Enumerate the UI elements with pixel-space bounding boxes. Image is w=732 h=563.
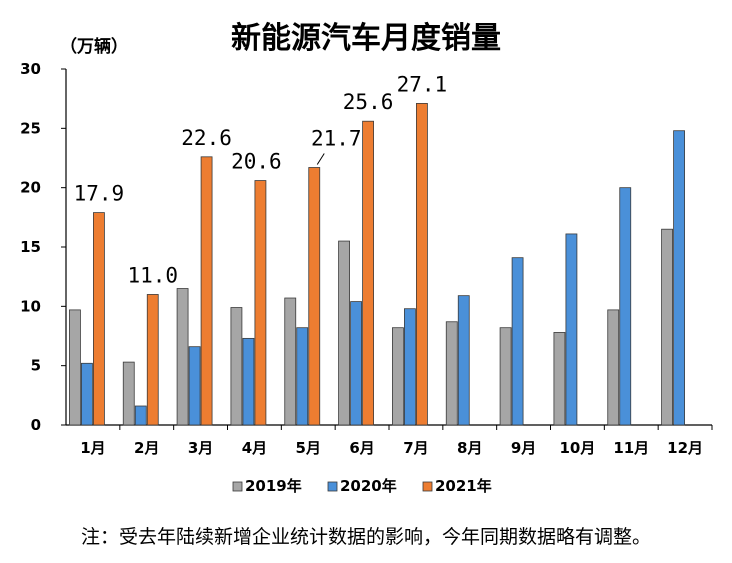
bar-2019年-2月 <box>122 361 135 426</box>
x-tick-label: 9月 <box>511 439 536 457</box>
y-tick-label: 20 <box>20 179 41 197</box>
bar-2019年-11月 <box>607 309 620 426</box>
x-tick-label: 2月 <box>134 439 159 457</box>
data-label: 22.6 <box>181 126 232 150</box>
bar-2019年-10月 <box>553 332 566 426</box>
y-tick-label: 5 <box>31 357 41 375</box>
bar-2020年-8月 <box>457 295 470 426</box>
data-label: 11.0 <box>127 263 178 287</box>
x-tick-label: 11月 <box>613 439 649 457</box>
data-label: 17.9 <box>74 182 125 206</box>
x-tick-label: 7月 <box>403 439 428 457</box>
bar-2021年-1月 <box>93 212 105 426</box>
y-tick-label: 15 <box>20 238 41 256</box>
y-tick-label: 25 <box>20 119 41 137</box>
legend-label: 2020年 <box>340 477 397 495</box>
x-tick-label: 6月 <box>349 439 374 457</box>
legend-label: 2019年 <box>245 477 302 495</box>
bar-2019年-8月 <box>445 321 458 426</box>
footnote: 注：受去年陆续新增企业统计数据的影响，今年同期数据略有调整。 <box>81 526 651 548</box>
y-tick-label: 10 <box>20 297 41 315</box>
bar-2019年-4月 <box>230 307 243 426</box>
x-tick-label: 10月 <box>559 439 595 457</box>
bar-2019年-7月 <box>392 327 404 426</box>
bar-2021年-5月 <box>308 167 321 426</box>
x-tick-label: 12月 <box>667 439 703 457</box>
bar-2019年-1月 <box>69 309 81 426</box>
data-label: 25.6 <box>343 90 394 114</box>
data-label: 27.1 <box>397 72 448 96</box>
legend: 2019年 2020年 2021年 <box>232 477 492 495</box>
bar-2020年-3月 <box>188 346 201 426</box>
bar-2020年-10月 <box>565 233 578 426</box>
bar-2021年-3月 <box>200 156 213 426</box>
chart-title: 新能源汽车月度销量 <box>231 21 501 56</box>
bar-2020年-9月 <box>511 257 524 426</box>
x-tick-label: 3月 <box>188 439 213 457</box>
bar-2019年-6月 <box>338 240 350 426</box>
bar-2020年-7月 <box>404 308 416 426</box>
leader-line <box>316 153 325 165</box>
data-labels-group: 17.9 11.0 22.620.6 21.7 25.627.1 <box>74 72 448 287</box>
bars-group <box>69 103 685 426</box>
data-label: 20.6 <box>231 150 282 174</box>
axes: 0 5 10 15 20 25 30 1月 2月 3月 4月 5月 6月 7月 8月 9月 10月 11月 12月 <box>20 60 713 457</box>
x-tick-label: 4月 <box>242 439 267 457</box>
bar-2020年-1月 <box>81 362 93 426</box>
unit-label: （万辆） <box>60 36 128 57</box>
bar-2020年-2月 <box>134 405 147 426</box>
x-tick-label: 1月 <box>80 439 105 457</box>
bar-2021年-7月 <box>416 103 428 426</box>
x-tick-label: 5月 <box>296 439 321 457</box>
bar-2021年-4月 <box>254 180 267 426</box>
data-label: 21.7 <box>311 126 362 150</box>
legend-swatch <box>232 481 243 492</box>
bar-2020年-6月 <box>350 301 362 426</box>
y-tick-label: 30 <box>20 60 41 78</box>
bar-2020年-5月 <box>296 327 309 426</box>
bar-2019年-3月 <box>176 288 189 426</box>
bar-2021年-6月 <box>362 120 374 426</box>
x-tick-label: 8月 <box>457 439 482 457</box>
bar-2020年-4月 <box>242 337 255 426</box>
bar-2020年-11月 <box>619 187 632 426</box>
legend-swatch <box>422 481 433 492</box>
bar-2019年-12月 <box>661 228 673 426</box>
bar-2020年-12月 <box>673 130 685 426</box>
bar-2019年-9月 <box>499 327 512 426</box>
legend-label: 2021年 <box>435 477 492 495</box>
y-tick-label: 0 <box>31 416 41 434</box>
legend-swatch <box>327 481 338 492</box>
bar-2021年-2月 <box>146 294 159 426</box>
bar-2019年-5月 <box>284 297 297 426</box>
